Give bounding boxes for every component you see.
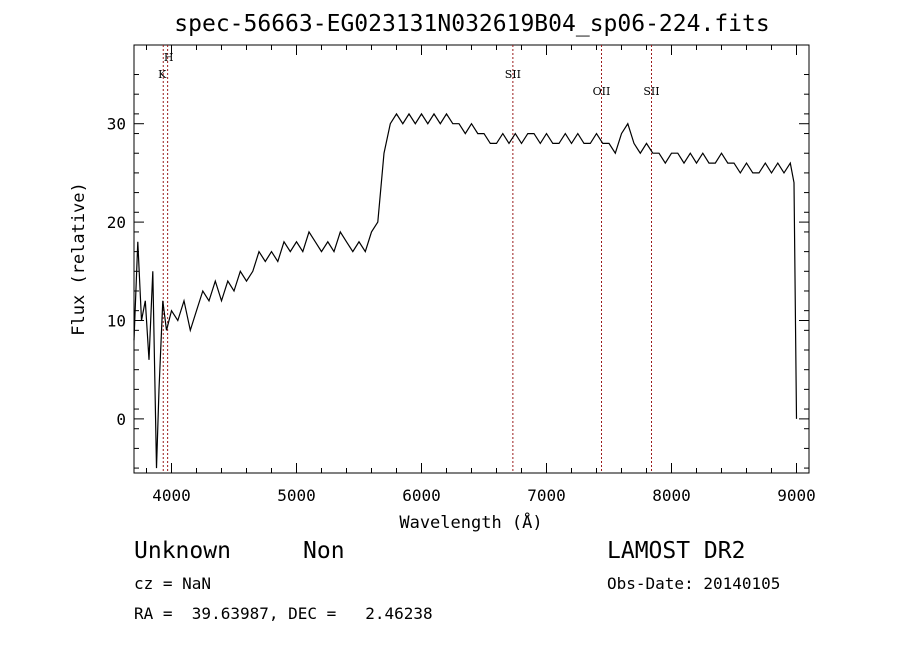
emission-line-markers: HK SII OII SII bbox=[158, 45, 660, 473]
marker-label-3: SII bbox=[643, 85, 659, 98]
x-axis-ticks: 4000 5000 6000 7000 8000 9000 bbox=[146, 45, 816, 505]
y-axis-ticks: 0 10 20 30 bbox=[107, 74, 809, 469]
marker-label-bottom-0: K bbox=[158, 68, 167, 81]
x-tick-label-3: 7000 bbox=[527, 486, 566, 505]
x-tick-label-5: 9000 bbox=[777, 486, 816, 505]
plot-frame bbox=[133, 44, 810, 474]
marker-label-top-0: H bbox=[164, 51, 174, 64]
y-tick-label-3: 30 bbox=[107, 115, 126, 134]
y-tick-label-1: 10 bbox=[107, 311, 126, 330]
subclass-label: Non bbox=[303, 538, 345, 564]
y-tick-label-0: 0 bbox=[116, 410, 126, 429]
x-tick-label-2: 6000 bbox=[402, 486, 441, 505]
x-axis-label: Wavelength (Å) bbox=[399, 511, 542, 533]
x-tick-label-1: 5000 bbox=[277, 486, 316, 505]
chart-title: spec-56663-EG023131N032619B04_sp06-224.f… bbox=[174, 11, 769, 37]
class-label: Unknown bbox=[134, 538, 231, 564]
spectrum-series bbox=[133, 112, 798, 469]
x-tick-label-4: 8000 bbox=[652, 486, 691, 505]
x-tick-label-0: 4000 bbox=[152, 486, 191, 505]
y-tick-label-2: 20 bbox=[107, 213, 126, 232]
coordinates: RA = 39.63987, DEC = 2.46238 bbox=[134, 604, 433, 623]
survey-label: LAMOST DR2 bbox=[607, 538, 746, 564]
y-axis-label: Flux (relative) bbox=[69, 182, 89, 336]
spectrum-line-0 bbox=[133, 112, 798, 469]
cz-value: cz = NaN bbox=[134, 574, 212, 593]
marker-label-1: SII bbox=[505, 68, 521, 81]
obs-date: Obs-Date: 20140105 bbox=[607, 574, 781, 593]
marker-label-2: OII bbox=[593, 85, 611, 98]
